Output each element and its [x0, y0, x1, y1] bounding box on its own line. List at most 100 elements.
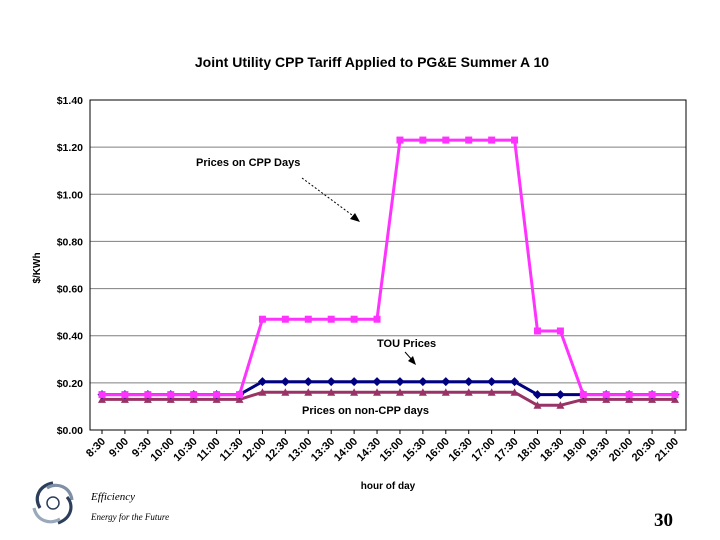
annotation-non-cpp: Prices on non-CPP days [302, 405, 429, 417]
annotation-tou-arrowhead [408, 356, 416, 365]
data-point-tou-prices [510, 377, 520, 387]
data-point-prices-on-cpp-days [625, 391, 633, 399]
data-point-prices-on-cpp-days [488, 136, 496, 144]
data-point-prices-on-non-cpp-days [327, 388, 336, 396]
data-point-tou-prices [257, 377, 267, 387]
data-point-prices-on-non-cpp-days [373, 388, 382, 396]
data-point-prices-on-cpp-days [236, 391, 244, 399]
x-tick-label: 18:30 [538, 436, 566, 464]
y-tick-label: $0.60 [57, 284, 83, 296]
data-point-tou-prices [441, 377, 451, 387]
data-point-prices-on-cpp-days [213, 391, 221, 399]
page-number: 30 [654, 510, 673, 531]
data-point-prices-on-non-cpp-days [281, 388, 290, 396]
data-point-tou-prices [326, 377, 336, 387]
data-point-prices-on-cpp-days [442, 136, 450, 144]
x-tick-label: 21:00 [653, 436, 681, 464]
data-point-prices-on-cpp-days [190, 391, 198, 399]
x-tick-label: 10:00 [148, 436, 176, 464]
x-tick-label: 11:00 [195, 436, 223, 464]
y-tick-label: $0.80 [57, 236, 83, 248]
data-point-prices-on-non-cpp-days [510, 388, 519, 396]
x-tick-label: 13:00 [286, 436, 314, 464]
x-tick-label: 19:00 [561, 436, 589, 464]
y-tick-label: $0.00 [57, 425, 83, 437]
data-point-prices-on-cpp-days [419, 136, 427, 144]
data-point-prices-on-cpp-days [396, 136, 404, 144]
data-point-tou-prices [418, 377, 428, 387]
x-tick-label: 15:30 [401, 436, 429, 464]
data-point-prices-on-non-cpp-days [441, 388, 450, 396]
data-point-prices-on-cpp-days [533, 327, 541, 335]
x-tick-label: 19:30 [584, 436, 612, 464]
x-tick-label: 16:00 [424, 436, 452, 464]
data-point-tou-prices [464, 377, 474, 387]
data-point-prices-on-cpp-days [579, 391, 587, 399]
data-point-prices-on-non-cpp-days [304, 388, 313, 396]
data-point-prices-on-cpp-days [465, 136, 473, 144]
footer-subtitle: Energy for the Future [91, 512, 170, 522]
series-group [97, 136, 680, 409]
x-tick-label: 11:30 [218, 436, 246, 464]
series-line-prices-on-non-cpp-days [102, 390, 675, 407]
data-point-tou-prices [487, 377, 497, 387]
data-point-prices-on-cpp-days [98, 391, 106, 399]
data-point-prices-on-non-cpp-days [556, 401, 565, 409]
data-point-tou-prices [395, 377, 405, 387]
gridlines [90, 146, 686, 384]
data-point-prices-on-cpp-days [671, 391, 679, 399]
data-point-prices-on-non-cpp-days [258, 388, 267, 396]
efficiency-logo-icon [32, 481, 74, 525]
data-point-prices-on-cpp-days [327, 315, 335, 323]
y-tick-label: $0.40 [57, 331, 83, 343]
x-axis: 8:309:009:3010:0010:3011:0011:3012:0012:… [84, 430, 681, 464]
data-point-prices-on-non-cpp-days [487, 388, 496, 396]
x-tick-label: 20:00 [607, 436, 635, 464]
data-point-prices-on-non-cpp-days [395, 388, 404, 396]
data-point-tou-prices [303, 377, 313, 387]
x-tick-label: 17:00 [469, 436, 497, 464]
data-point-prices-on-cpp-days [648, 391, 656, 399]
x-tick-label: 18:00 [515, 436, 543, 464]
data-point-prices-on-cpp-days [350, 315, 358, 323]
x-tick-label: 14:30 [355, 436, 383, 464]
y-axis-label: $/KWh [32, 252, 43, 283]
data-point-prices-on-cpp-days [121, 391, 129, 399]
x-tick-label: 14:00 [332, 436, 360, 464]
data-point-prices-on-cpp-days [602, 391, 610, 399]
x-axis-label: hour of day [361, 481, 416, 492]
data-point-prices-on-cpp-days [511, 136, 519, 144]
plot-area [89, 99, 687, 431]
data-point-prices-on-non-cpp-days [464, 388, 473, 396]
annotation-cpp-arrow [301, 177, 357, 219]
x-tick-label: 13:30 [309, 436, 337, 464]
data-point-tou-prices [372, 377, 382, 387]
y-tick-label: $1.00 [57, 189, 83, 201]
series-line-prices-on-cpp-days [102, 138, 675, 397]
x-tick-label: 9:00 [107, 436, 131, 460]
data-point-tou-prices [349, 377, 359, 387]
data-point-prices-on-cpp-days [144, 391, 152, 399]
x-tick-label: 8:30 [84, 436, 108, 460]
x-tick-label: 17:30 [492, 436, 520, 464]
x-tick-label: 12:00 [240, 436, 268, 464]
y-axis: $0.00 $0.20 $0.40 $0.60 $0.80 $1.00 $1.20 $1.40 [57, 95, 83, 437]
y-tick-label: $1.40 [57, 95, 83, 107]
y-tick-label: $1.20 [57, 142, 83, 154]
x-tick-label: 12:30 [263, 436, 291, 464]
annotation-tou: TOU Prices [377, 338, 436, 350]
data-point-prices-on-non-cpp-days [533, 401, 542, 409]
footer-title: Efficiency [91, 491, 135, 503]
data-point-tou-prices [555, 390, 565, 400]
data-point-tou-prices [280, 377, 290, 387]
data-point-prices-on-non-cpp-days [418, 388, 427, 396]
x-tick-label: 16:30 [446, 436, 474, 464]
x-tick-label: 20:30 [630, 436, 658, 464]
x-tick-label: 15:00 [378, 436, 406, 464]
data-point-prices-on-non-cpp-days [350, 388, 359, 396]
data-point-prices-on-cpp-days [556, 327, 564, 335]
data-point-prices-on-cpp-days [373, 315, 381, 323]
data-point-prices-on-cpp-days [167, 391, 175, 399]
data-point-tou-prices [532, 390, 542, 400]
